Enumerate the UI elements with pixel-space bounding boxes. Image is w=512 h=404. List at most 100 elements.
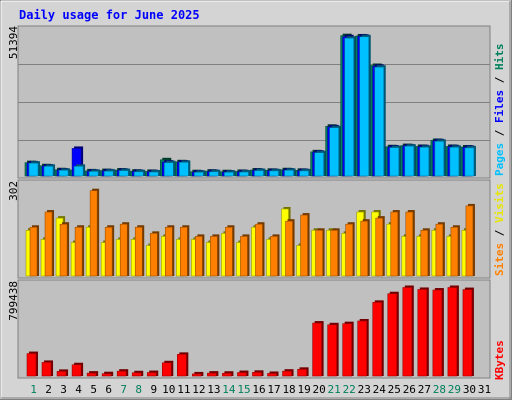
x-tick-label: 7 bbox=[120, 383, 127, 396]
kbytes-bar bbox=[417, 289, 428, 377]
x-tick-label: 24 bbox=[373, 383, 387, 396]
sites-bar bbox=[74, 226, 83, 277]
pages-bar bbox=[359, 36, 370, 177]
x-tick-label: 4 bbox=[75, 383, 82, 396]
kbytes-bar bbox=[402, 287, 413, 377]
kbytes-panel bbox=[17, 279, 491, 379]
x-tick-label: 5 bbox=[90, 383, 97, 396]
pages-bar bbox=[269, 170, 279, 177]
pages-bar bbox=[73, 166, 84, 177]
pages-bar bbox=[389, 147, 400, 177]
legend-hits: Hits bbox=[493, 44, 506, 71]
x-tick-label: 28 bbox=[433, 383, 446, 396]
x-tick-label: 14 bbox=[222, 383, 236, 396]
pages-bar bbox=[329, 127, 339, 177]
sites-bar bbox=[315, 230, 323, 277]
x-tick-label: 11 bbox=[177, 383, 190, 396]
kbytes-bar bbox=[177, 354, 187, 377]
legend-visits: Visits bbox=[493, 183, 506, 223]
pages-bar bbox=[314, 152, 324, 177]
kbytes-bar bbox=[146, 372, 157, 377]
sites-bar bbox=[330, 230, 338, 277]
x-tick-label: 31 bbox=[478, 383, 491, 396]
pages-bar bbox=[254, 170, 264, 177]
x-tick-label: 13 bbox=[207, 383, 220, 396]
sites-bar bbox=[420, 230, 429, 277]
x-tick-label: 17 bbox=[267, 383, 280, 396]
pages-bar bbox=[209, 171, 219, 177]
sites-bar bbox=[435, 223, 444, 277]
pages-bar bbox=[404, 145, 415, 177]
sites-bar bbox=[240, 236, 248, 277]
sites-bar bbox=[164, 226, 173, 277]
x-tick-label: 3 bbox=[60, 383, 67, 396]
kbytes-bar bbox=[207, 372, 217, 377]
sites-bar bbox=[195, 236, 203, 277]
x-tick-label: 29 bbox=[448, 383, 461, 396]
sites-bar bbox=[390, 211, 399, 277]
kbytes-bar bbox=[267, 373, 277, 377]
kbytes-bar bbox=[327, 324, 337, 377]
pages-bar bbox=[28, 162, 39, 177]
sites-bar bbox=[450, 226, 459, 277]
x-tick-label: 16 bbox=[252, 383, 265, 396]
pages-bar bbox=[103, 170, 114, 177]
x-tick-label: 6 bbox=[105, 383, 112, 396]
kbytes-ymax-label: 799438 bbox=[7, 281, 20, 321]
x-tick-label: 21 bbox=[328, 383, 341, 396]
legend-sites-visits: Sites / Visits bbox=[493, 183, 506, 276]
x-tick-label: 12 bbox=[192, 383, 205, 396]
x-tick-label: 2 bbox=[45, 383, 52, 396]
x-tick-label: 23 bbox=[358, 383, 371, 396]
legend-pages: Pages bbox=[493, 143, 506, 176]
sites-bar bbox=[44, 211, 53, 277]
hits-ymax-label: 51394 bbox=[7, 26, 20, 59]
legend-kbytes-label: KBytes bbox=[493, 340, 506, 380]
kbytes-bar bbox=[56, 371, 67, 377]
kbytes-bar bbox=[432, 289, 443, 377]
legend-sites: Sites bbox=[493, 243, 506, 276]
kbytes-bar bbox=[372, 302, 383, 377]
legend-files: Files bbox=[493, 90, 506, 123]
sites-bar bbox=[225, 226, 233, 277]
kbytes-bar bbox=[131, 372, 142, 377]
kbytes-bar bbox=[71, 364, 82, 377]
kbytes-bar bbox=[462, 289, 473, 377]
sites-bar bbox=[89, 190, 98, 277]
x-tick-label: 30 bbox=[463, 383, 476, 396]
x-tick-label: 27 bbox=[418, 383, 431, 396]
x-tick-label: 9 bbox=[150, 383, 157, 396]
kbytes-bar bbox=[26, 353, 37, 377]
sites-bar bbox=[270, 236, 278, 277]
legend-hits-files-pages: Pages / Files / Hits bbox=[493, 44, 506, 177]
sites-bar bbox=[285, 220, 293, 277]
pages-bar bbox=[43, 166, 54, 177]
pages-bar bbox=[58, 170, 69, 177]
kbytes-bar bbox=[222, 372, 232, 377]
kbytes-bar bbox=[192, 373, 202, 377]
pages-bar bbox=[179, 162, 189, 177]
pages-bar bbox=[118, 170, 129, 177]
kbytes-bar bbox=[86, 372, 97, 377]
kbytes-bar bbox=[116, 370, 127, 377]
kbytes-bar bbox=[101, 373, 112, 377]
sites-bar bbox=[465, 205, 474, 277]
pages-bar bbox=[133, 171, 144, 177]
sites-ymax-label: 302 bbox=[7, 181, 20, 201]
pages-bar bbox=[148, 171, 159, 177]
sites-bar bbox=[300, 214, 308, 277]
sites-bar bbox=[360, 220, 369, 277]
x-tick-label: 18 bbox=[282, 383, 295, 396]
pages-bar bbox=[434, 141, 445, 177]
kbytes-bar bbox=[312, 322, 322, 377]
x-tick-label: 20 bbox=[313, 383, 326, 396]
sites-bar bbox=[405, 211, 414, 277]
x-tick-label: 10 bbox=[162, 383, 175, 396]
x-tick-label: 26 bbox=[403, 383, 416, 396]
pages-bar bbox=[194, 172, 204, 177]
kbytes-bar bbox=[282, 370, 292, 377]
x-tick-label: 25 bbox=[388, 383, 401, 396]
pages-bar bbox=[284, 170, 294, 177]
